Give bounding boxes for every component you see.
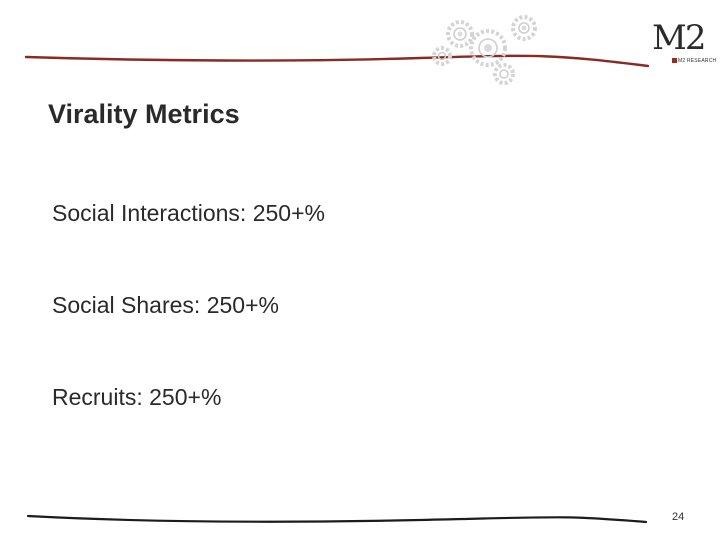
m2-logo: M2 M2 RESEARCH [652, 18, 718, 70]
logo-accent-square [672, 58, 677, 63]
list-item: Social Interactions: 250+% [52, 200, 325, 226]
gear-cluster-icon [432, 15, 537, 85]
page-number: 24 [672, 511, 685, 523]
bullet-list: Social Interactions: 250+% Social Shares… [52, 190, 652, 466]
list-item: Social Shares: 250+% [52, 292, 279, 318]
logo-mark: M2 [652, 18, 706, 58]
top-divider [24, 54, 650, 68]
slide-title: Virality Metrics [48, 99, 240, 129]
bottom-divider [26, 514, 648, 524]
list-item: Recruits: 250+% [52, 384, 222, 410]
logo-tagline: M2 RESEARCH [678, 58, 717, 64]
